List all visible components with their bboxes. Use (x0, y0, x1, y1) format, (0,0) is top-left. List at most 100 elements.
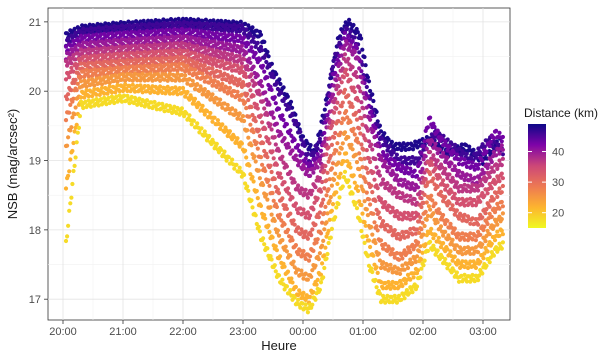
data-point (458, 265, 463, 270)
data-point (172, 67, 177, 72)
data-point (71, 38, 76, 44)
data-point (454, 270, 459, 275)
data-point (87, 22, 92, 27)
data-point (207, 133, 212, 139)
data-point (137, 29, 142, 34)
data-point (156, 43, 162, 48)
data-point (115, 65, 120, 70)
data-point (418, 160, 423, 165)
data-point (482, 144, 487, 149)
data-point (98, 47, 103, 52)
data-point (329, 123, 334, 128)
data-point (376, 131, 381, 136)
data-point (437, 147, 442, 152)
data-point (300, 151, 305, 156)
data-point (445, 218, 450, 223)
data-point (251, 130, 256, 135)
data-point (362, 156, 367, 161)
data-point (363, 138, 368, 143)
data-point (407, 155, 412, 161)
data-point (423, 209, 428, 214)
data-point (311, 170, 316, 175)
data-point (102, 95, 107, 100)
data-point (336, 160, 341, 165)
data-point (497, 130, 502, 135)
data-point (350, 147, 355, 152)
data-point (230, 74, 235, 79)
data-point (270, 110, 275, 115)
data-point (123, 64, 128, 69)
data-point (489, 165, 494, 170)
data-point (299, 296, 304, 301)
data-point (420, 220, 425, 225)
data-point (485, 249, 490, 254)
data-point (288, 99, 294, 104)
data-point (405, 234, 411, 239)
data-point (92, 83, 97, 88)
data-point (234, 29, 239, 34)
data-point (313, 297, 318, 302)
data-point (399, 177, 404, 182)
data-point (470, 272, 475, 278)
data-point (385, 263, 390, 268)
data-point (266, 223, 271, 228)
data-point (489, 186, 494, 191)
data-point (344, 67, 349, 72)
data-point (435, 220, 440, 225)
data-point (290, 148, 295, 153)
data-point (346, 56, 351, 61)
data-point (421, 232, 426, 237)
data-point (478, 179, 483, 184)
data-point (191, 28, 196, 33)
data-point (359, 100, 364, 105)
data-point (192, 67, 198, 72)
data-point (222, 101, 227, 106)
data-point (494, 128, 499, 133)
data-point (227, 85, 232, 90)
y-tick-label: 21 (29, 17, 41, 29)
data-point (162, 63, 167, 68)
data-point (344, 151, 349, 156)
data-point (81, 26, 86, 31)
data-point (194, 21, 199, 26)
data-point (95, 21, 100, 27)
data-point (127, 36, 132, 41)
data-point (362, 54, 367, 60)
data-point (430, 139, 435, 144)
data-point (382, 131, 387, 136)
data-point (418, 244, 423, 249)
data-point (197, 102, 202, 107)
data-point (245, 128, 250, 133)
data-point (334, 78, 339, 83)
data-point (253, 119, 258, 124)
data-point (492, 238, 498, 243)
data-point (447, 144, 452, 149)
data-point (394, 281, 399, 286)
data-point (210, 119, 215, 124)
data-point (276, 106, 282, 111)
data-point (127, 50, 132, 56)
data-point (200, 71, 205, 76)
data-point (404, 288, 409, 293)
data-point (359, 142, 364, 147)
data-point (249, 45, 254, 50)
data-point (197, 70, 202, 75)
data-point (227, 61, 232, 66)
data-point (99, 82, 105, 87)
data-point (338, 61, 343, 66)
data-point (443, 139, 448, 144)
data-point (470, 203, 475, 208)
data-point (378, 196, 384, 201)
data-point (114, 31, 119, 36)
data-point (168, 17, 174, 22)
data-point (232, 42, 237, 47)
data-point (305, 151, 310, 156)
data-point (291, 218, 296, 223)
data-point (392, 158, 397, 164)
data-point (373, 277, 378, 283)
data-point (253, 50, 258, 56)
data-point (275, 228, 280, 233)
data-point (432, 246, 437, 252)
data-point (464, 172, 469, 177)
data-point (104, 38, 109, 43)
